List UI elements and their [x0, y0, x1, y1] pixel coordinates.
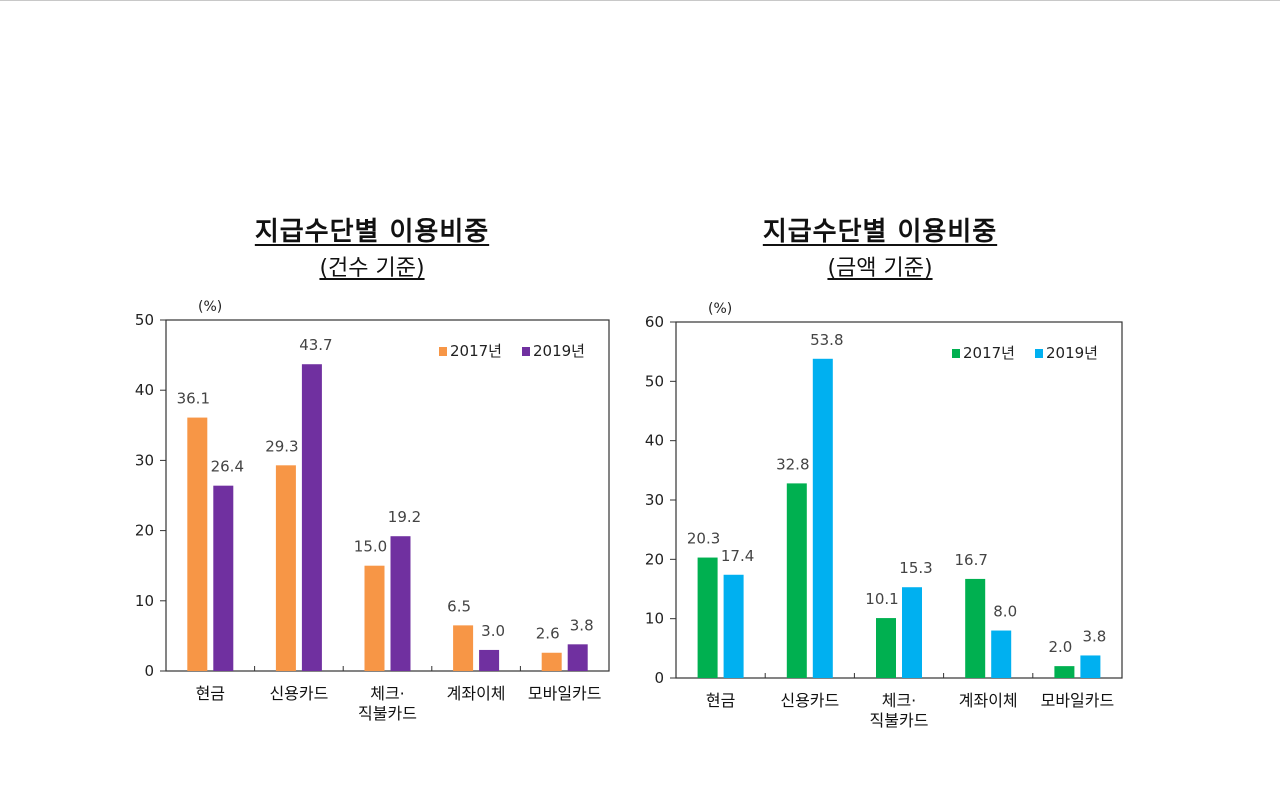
top-border [0, 0, 1280, 1]
bar-0-1-0 [213, 485, 234, 671]
value-label-1-1-4: 3.8 [1082, 627, 1106, 645]
category-label-0-3-0: 계좌이체 [447, 684, 506, 703]
y-tick-label-1-2: 20 [645, 550, 664, 568]
y-tick-label-1-4: 40 [645, 432, 664, 450]
y-tick-label-1-5: 50 [645, 372, 664, 390]
value-label-0-0-0: 36.1 [177, 390, 210, 408]
bar-0-0-4 [541, 652, 562, 671]
value-label-0-1-0: 26.4 [211, 458, 244, 476]
bar-1-0-3 [965, 578, 986, 678]
legend-swatch-0-0 [439, 347, 447, 356]
y-tick-label-1-6: 60 [645, 313, 664, 331]
category-label-0-0-0: 현금 [196, 684, 225, 703]
chart-subtitle-amount: (금액 기준) [827, 256, 933, 281]
bar-0-1-4 [567, 644, 588, 671]
bar-0-1-1 [301, 364, 322, 671]
bar-1-0-0 [697, 557, 718, 678]
category-label-1-3-0: 계좌이체 [959, 691, 1018, 710]
legend-label-1-1: 2019년 [1046, 344, 1098, 362]
bar-1-1-2 [902, 587, 922, 678]
value-label-1-0-4: 2.0 [1048, 638, 1072, 656]
bar-1-1-3 [991, 630, 1012, 678]
value-label-1-0-3: 16.7 [954, 551, 987, 569]
legend-label-0-0: 2017년 [450, 342, 502, 360]
category-label-0-2-0: 체크· [370, 684, 405, 703]
y-unit-label-0: (%) [198, 299, 222, 315]
bar-1-0-2 [876, 618, 896, 678]
value-label-0-0-2: 15.0 [354, 538, 387, 556]
value-label-0-1-2: 19.2 [388, 508, 421, 526]
y-tick-label-0-5: 50 [135, 311, 154, 329]
value-label-0-0-4: 2.6 [536, 625, 560, 643]
category-label-1-2-1: 직불카드 [870, 711, 929, 730]
bar-0-0-0 [187, 417, 208, 671]
legend-label-1-0: 2017년 [963, 344, 1015, 362]
value-label-1-0-0: 20.3 [687, 530, 720, 548]
plot-area-0 [165, 319, 610, 672]
bar-0-0-3 [453, 625, 474, 671]
category-label-1-0-0: 현금 [706, 691, 735, 710]
category-label-0-1-0: 신용카드 [269, 684, 328, 703]
value-label-0-0-1: 29.3 [265, 437, 298, 455]
bar-1-0-1 [786, 483, 807, 678]
bar-0-0-1 [275, 465, 296, 671]
y-tick-label-0-1: 10 [135, 592, 154, 610]
bar-1-1-4 [1080, 655, 1101, 678]
legend-label-0-1: 2019년 [533, 342, 585, 360]
category-label-0-4-0: 모바일카드 [528, 684, 602, 703]
y-tick-label-0-4: 40 [135, 381, 154, 399]
value-label-1-0-2: 10.1 [865, 590, 898, 608]
y-unit-label-1: (%) [708, 301, 732, 317]
value-label-0-1-3: 3.0 [481, 622, 505, 640]
value-label-1-1-1: 53.8 [810, 331, 843, 349]
bar-0-0-2 [364, 565, 385, 671]
y-tick-label-0-2: 20 [135, 522, 154, 540]
category-label-1-4-0: 모바일카드 [1041, 691, 1115, 710]
value-label-1-0-1: 32.8 [776, 455, 809, 473]
chart-title-amount: 지급수단별 이용비중 [762, 217, 998, 247]
y-tick-label-1-0: 0 [654, 669, 664, 687]
value-label-0-1-4: 3.8 [570, 616, 594, 634]
category-label-0-2-1: 직불카드 [358, 704, 417, 723]
bar-1-0-4 [1054, 666, 1075, 678]
y-tick-label-0-0: 0 [144, 662, 154, 680]
value-label-0-0-3: 6.5 [447, 597, 471, 615]
y-tick-label-1-3: 30 [645, 491, 664, 509]
bar-0-1-2 [390, 536, 411, 671]
legend-swatch-0-1 [522, 347, 530, 356]
legend-swatch-1-0 [952, 349, 960, 358]
value-label-1-1-0: 17.4 [721, 547, 754, 565]
bar-1-1-1 [812, 358, 833, 678]
legend-swatch-1-1 [1035, 349, 1043, 358]
y-tick-label-1-1: 10 [645, 610, 664, 628]
bar-0-1-3 [479, 649, 500, 671]
value-label-1-1-3: 8.0 [993, 603, 1017, 621]
bar-1-1-0 [723, 574, 744, 678]
value-label-0-1-1: 43.7 [299, 336, 332, 354]
category-label-1-2-0: 체크· [882, 691, 917, 710]
chart-subtitle-count: (건수 기준) [319, 256, 425, 281]
y-tick-label-0-3: 30 [135, 451, 154, 469]
value-label-1-1-2: 15.3 [899, 559, 932, 577]
category-label-1-1-0: 신용카드 [780, 691, 839, 710]
chart-title-count: 지급수단별 이용비중 [254, 217, 490, 247]
